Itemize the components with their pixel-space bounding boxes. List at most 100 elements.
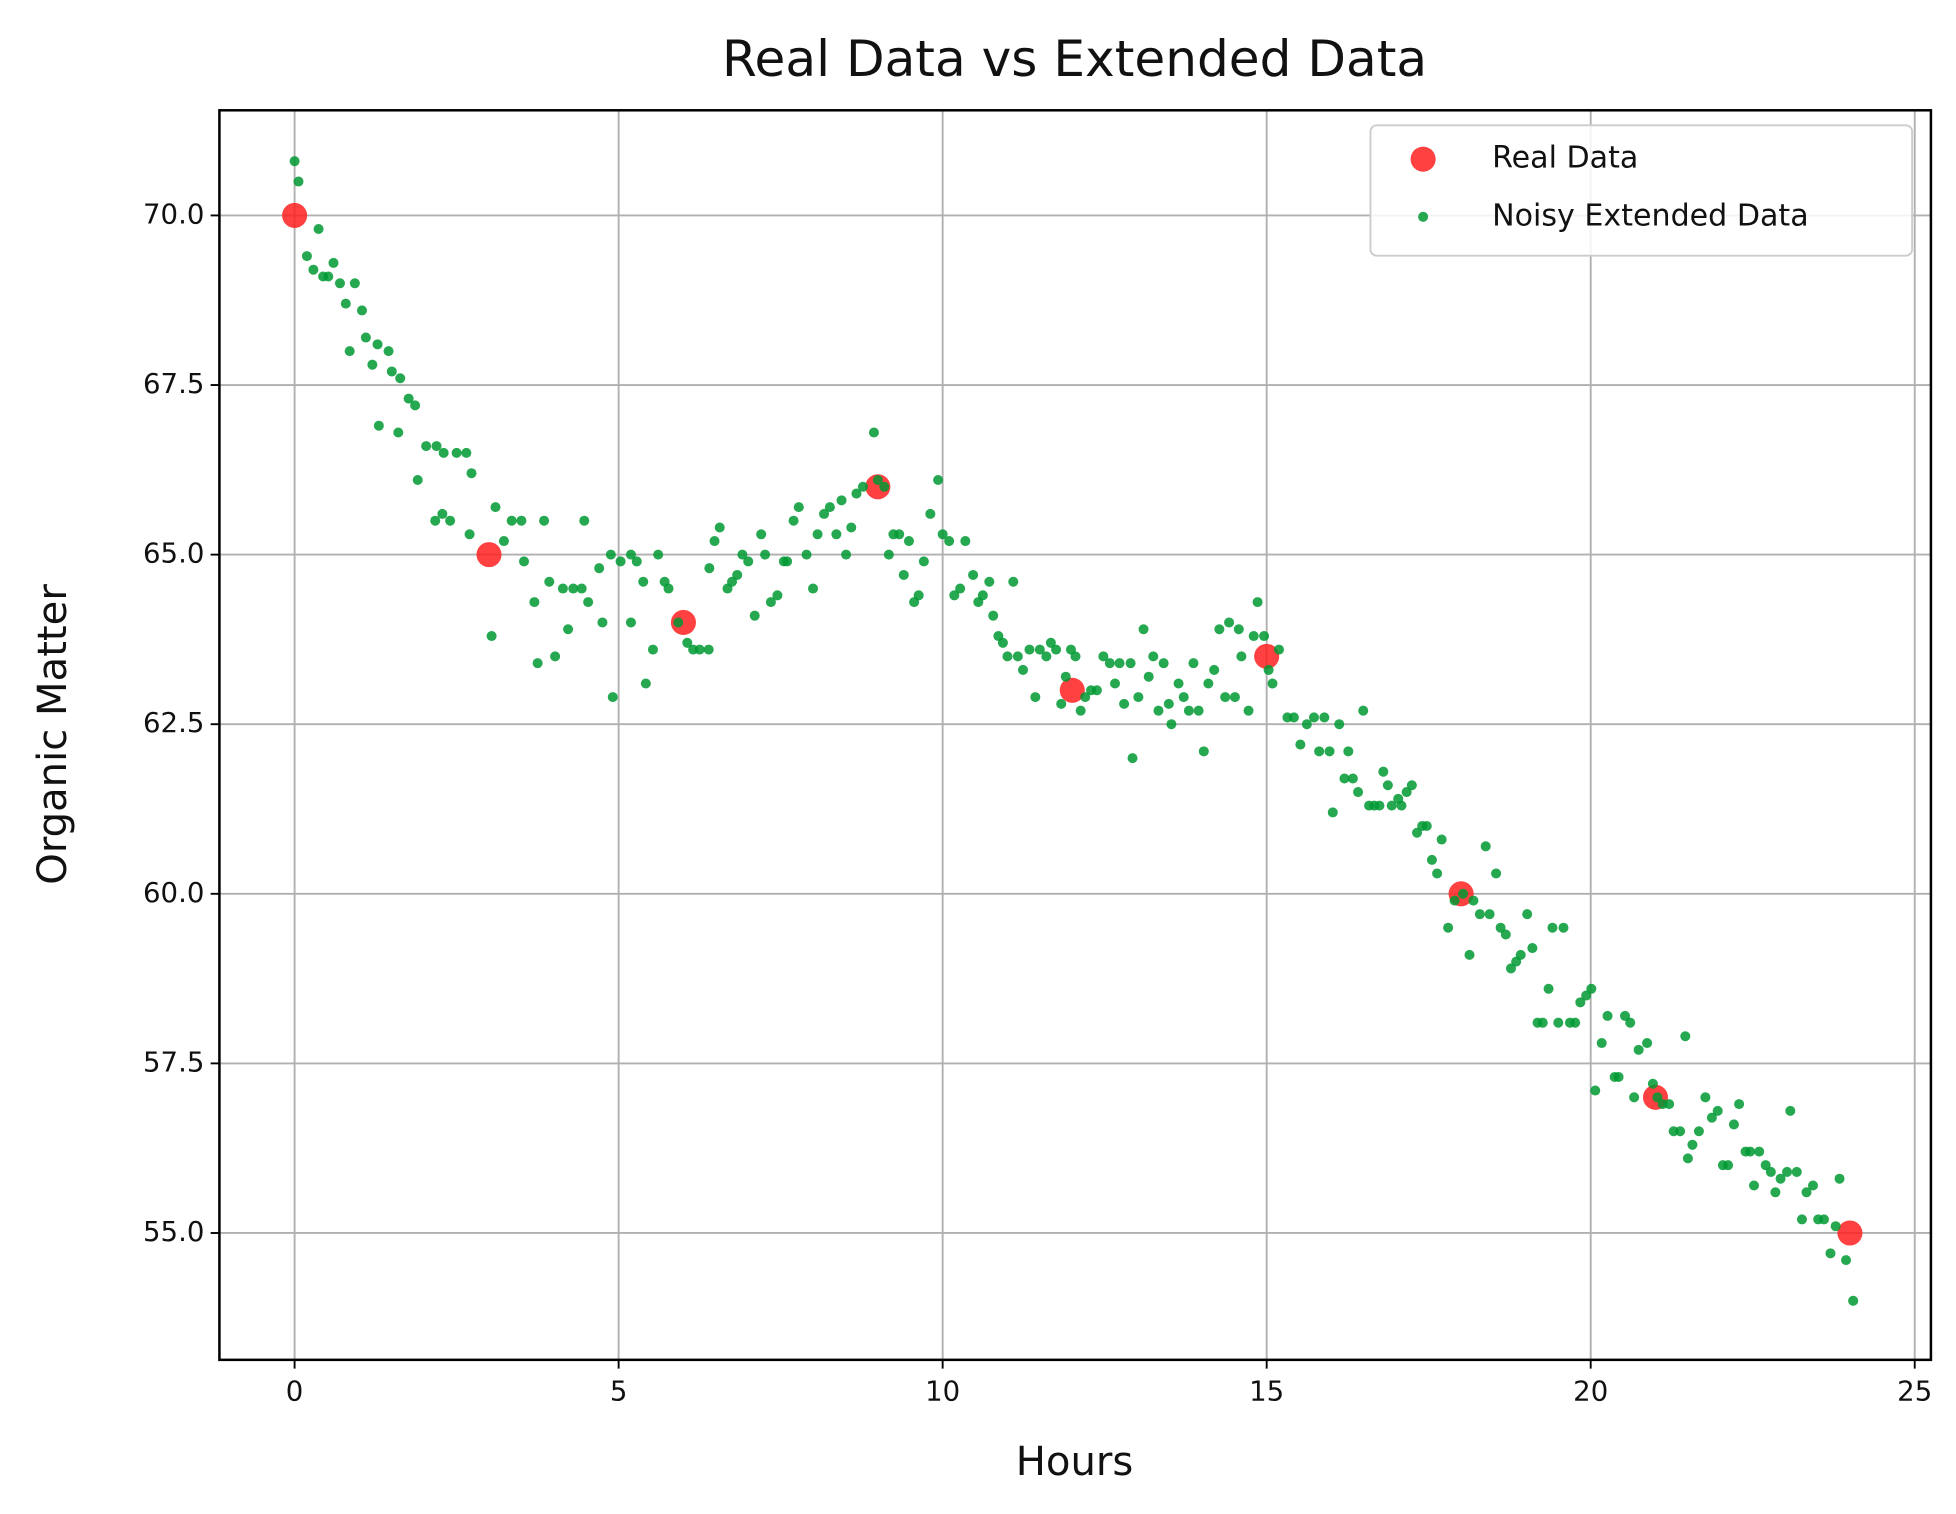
point [1436, 834, 1447, 845]
point [410, 400, 421, 411]
point [1682, 1153, 1693, 1164]
point [313, 223, 324, 235]
point [868, 427, 879, 438]
point [607, 692, 618, 703]
point [1652, 1092, 1663, 1103]
point [1059, 677, 1085, 703]
point [1495, 922, 1506, 933]
point [1051, 644, 1062, 655]
point [1590, 1085, 1601, 1096]
point [360, 332, 371, 343]
point [1570, 1017, 1581, 1028]
point [1553, 1017, 1564, 1028]
point [1558, 922, 1569, 933]
point [1314, 746, 1325, 757]
point [918, 556, 929, 567]
point [977, 590, 988, 601]
point [1358, 705, 1369, 716]
point [1252, 597, 1263, 608]
point [997, 637, 1008, 648]
point [1527, 943, 1538, 954]
point [1664, 1099, 1675, 1110]
point [788, 515, 799, 526]
point [1091, 685, 1102, 696]
point [898, 569, 909, 580]
point [395, 373, 406, 384]
point [1153, 705, 1164, 716]
point [1613, 1071, 1624, 1082]
point [1426, 854, 1437, 865]
point [1765, 1166, 1776, 1177]
point [760, 549, 771, 560]
point [445, 515, 456, 526]
point [824, 502, 835, 513]
point [903, 536, 914, 547]
point [1807, 1180, 1818, 1191]
point [557, 583, 568, 594]
point [308, 264, 319, 275]
point [1045, 637, 1056, 648]
point [1334, 719, 1345, 730]
point [831, 529, 842, 540]
point [1119, 698, 1130, 709]
point [563, 624, 574, 635]
point [431, 441, 442, 452]
point [1687, 1139, 1698, 1150]
point [579, 515, 590, 526]
point [349, 278, 360, 289]
point [373, 420, 384, 431]
point [1458, 888, 1469, 899]
point [1110, 678, 1121, 689]
point [293, 176, 304, 187]
point [1432, 868, 1443, 879]
point [344, 346, 355, 357]
point [663, 583, 674, 594]
point [1319, 712, 1330, 723]
point [1324, 746, 1335, 757]
point [704, 563, 715, 574]
point [1378, 766, 1389, 777]
point [301, 251, 312, 262]
point [1401, 787, 1412, 798]
y-tick-label: 62.5 [143, 706, 204, 739]
point [1214, 624, 1225, 635]
point [421, 441, 432, 452]
point [1848, 1295, 1859, 1306]
point [727, 576, 738, 587]
point [673, 617, 684, 628]
point [1449, 895, 1460, 906]
point [851, 488, 862, 499]
y-tick-label: 67.5 [143, 367, 204, 400]
point [1075, 705, 1086, 716]
point [1443, 922, 1454, 933]
point [544, 576, 555, 587]
point [1114, 658, 1125, 669]
point [1791, 1166, 1802, 1177]
point [1396, 800, 1407, 811]
point [960, 536, 971, 547]
point [1748, 1180, 1760, 1191]
point [894, 529, 905, 540]
point [1505, 963, 1517, 974]
point [1243, 705, 1254, 716]
point [703, 644, 714, 655]
point [638, 576, 649, 587]
point [925, 508, 936, 519]
point [1522, 909, 1533, 920]
point [1008, 576, 1019, 587]
point [749, 610, 760, 621]
point [386, 366, 397, 377]
point [1254, 643, 1280, 669]
point [625, 549, 636, 560]
point [1267, 678, 1278, 689]
point [1259, 631, 1270, 642]
point [1547, 922, 1558, 933]
point [933, 474, 944, 486]
point [461, 447, 472, 458]
point [594, 563, 605, 574]
point [640, 678, 651, 689]
point [1468, 895, 1479, 906]
point [1236, 651, 1247, 662]
point [1602, 1010, 1613, 1021]
x-tick-label: 20 [1573, 1374, 1608, 1407]
